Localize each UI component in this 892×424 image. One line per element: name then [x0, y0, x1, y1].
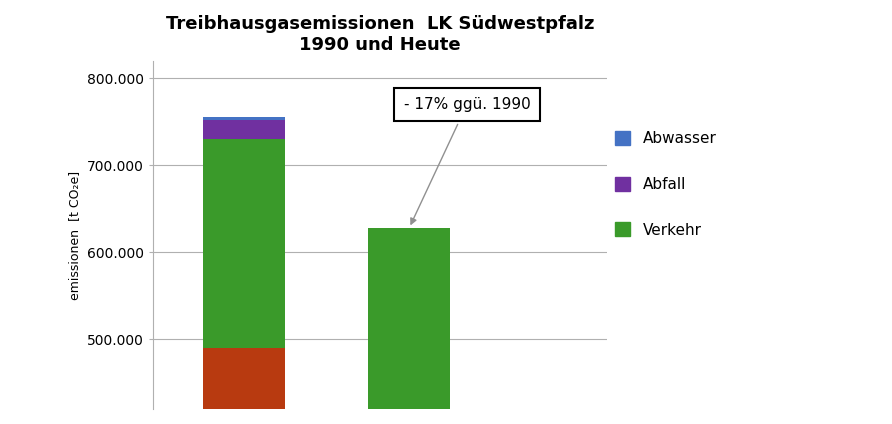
Text: - 17% ggü. 1990: - 17% ggü. 1990: [403, 97, 531, 224]
Bar: [202, 120, 285, 139]
Title: Treibhausgasemissionen  LK Südwestpfalz
1990 und Heute: Treibhausgasemissionen LK Südwestpfalz 1…: [166, 15, 594, 54]
Bar: [202, 348, 285, 424]
Bar: [202, 139, 285, 348]
Bar: [202, 117, 285, 120]
Y-axis label: emissionen  [t CO₂e]: emissionen [t CO₂e]: [69, 170, 81, 299]
Bar: [368, 228, 450, 424]
Legend: Abwasser, Abfall, Verkehr: Abwasser, Abfall, Verkehr: [615, 131, 716, 237]
